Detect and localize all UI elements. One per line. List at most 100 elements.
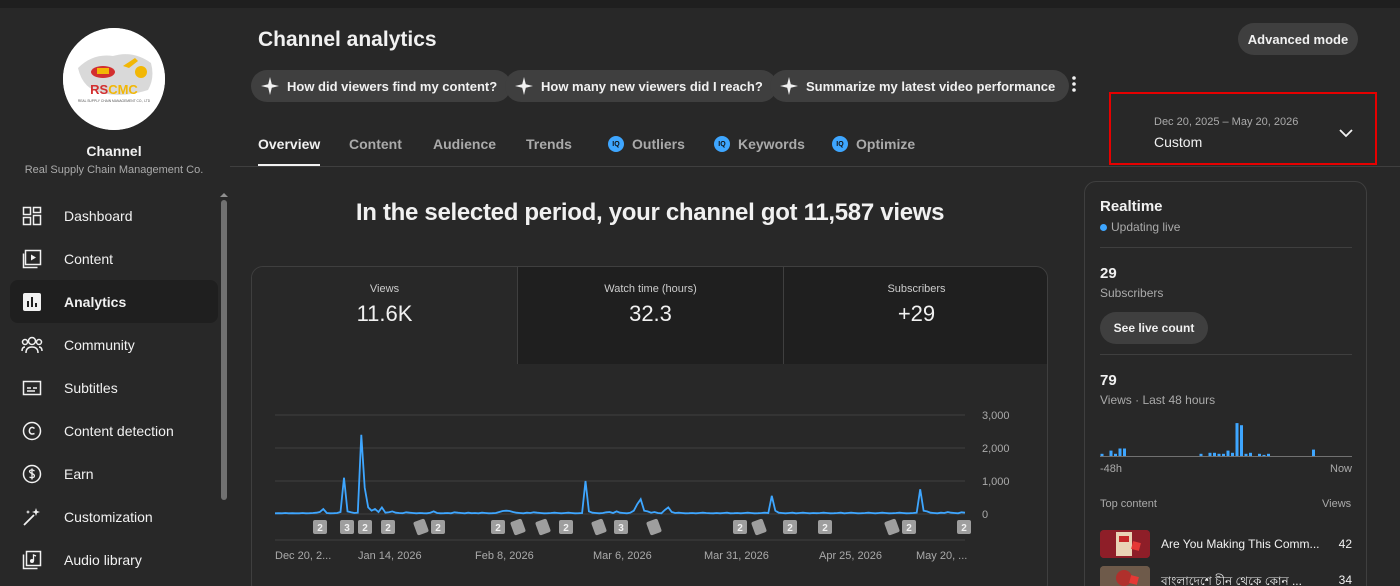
video-views: 42	[1338, 537, 1352, 551]
x-tick-label: May 20, ...	[916, 550, 967, 562]
tab-label: Trends	[526, 136, 572, 152]
tab-content[interactable]: Content	[349, 126, 402, 166]
x-tick-label: Mar 31, 2026	[704, 550, 769, 562]
live-dot-icon	[1100, 223, 1107, 231]
realtime-bar	[1249, 452, 1252, 457]
upload-count-marker	[902, 520, 916, 534]
metric-subscribers[interactable]: Subscribers +29	[783, 267, 1047, 364]
marker-count-label: 2	[737, 523, 743, 534]
realtime-bar	[1226, 450, 1230, 457]
shorts-marker-icon	[751, 518, 767, 536]
channel-logo: RSCMC REAL SUPPLY CHAIN MANAGEMENT CO., …	[63, 28, 165, 130]
sidebar-item-content-detection[interactable]: Content detection	[10, 409, 218, 452]
sidebar-item-community[interactable]: Community	[10, 323, 218, 366]
x-tick-label: Apr 25, 2026	[819, 550, 882, 562]
chip-label: How did viewers find my content?	[287, 78, 498, 94]
realtime-bar	[1213, 452, 1216, 457]
channel-avatar[interactable]: RSCMC REAL SUPPLY CHAIN MANAGEMENT CO., …	[63, 28, 165, 130]
marker-count-label: 2	[961, 523, 967, 534]
more-vert-icon[interactable]	[1068, 73, 1080, 97]
top-content-row[interactable]: বাংলাদেশে চীন থেকে কোন ... 34	[1100, 566, 1352, 586]
y-tick-label: 1,000	[982, 476, 1010, 488]
sidebar-item-analytics[interactable]: Analytics	[10, 280, 218, 323]
sidebar-item-dashboard[interactable]: Dashboard	[10, 194, 218, 237]
sidebar-scrollbar[interactable]	[221, 200, 227, 500]
music-note-icon	[20, 548, 44, 572]
tab-label: Overview	[258, 136, 321, 152]
realtime-subscribers-label: Subscribers	[1100, 286, 1164, 300]
sidebar-item-earn[interactable]: Earn	[10, 452, 218, 495]
ask-chip-summarize[interactable]: Summarize my latest video performance	[770, 70, 1070, 102]
date-range-label: Custom	[1154, 134, 1203, 150]
axis-end-label: Now	[1330, 463, 1353, 475]
upload-count-marker	[313, 520, 327, 534]
views-column-heading: Views	[1322, 498, 1352, 510]
sidebar-item-label: Audio library	[64, 551, 142, 568]
tab-label: Audience	[433, 136, 497, 152]
tab-trends[interactable]: Trends	[526, 126, 572, 166]
advanced-mode-button[interactable]: Advanced mode	[1238, 23, 1358, 55]
video-views: 34	[1338, 573, 1352, 586]
tab-keywords[interactable]: IQ Keywords	[714, 126, 805, 166]
metric-label: Watch time (hours)	[604, 283, 697, 295]
metric-watch-time[interactable]: Watch time (hours) 32.3	[517, 267, 783, 364]
sidebar-item-subtitles[interactable]: Subtitles	[10, 366, 218, 409]
sidebar-item-content[interactable]: Content	[10, 237, 218, 280]
sidebar-item-customization[interactable]: Customization	[10, 495, 218, 538]
content-icon	[20, 247, 44, 271]
realtime-bar	[1217, 453, 1221, 457]
views-series-line	[274, 434, 966, 515]
see-live-count-button[interactable]: See live count	[1100, 312, 1208, 344]
sidebar-item-label: Subtitles	[64, 379, 118, 396]
scroll-up-arrow[interactable]	[220, 193, 228, 197]
top-content-row[interactable]: Are You Making This Comm... 42	[1100, 530, 1352, 560]
marker-count-label: 2	[822, 523, 828, 534]
tab-label: Content	[349, 136, 402, 152]
tab-optimize[interactable]: IQ Optimize	[832, 126, 915, 166]
realtime-bar	[1262, 454, 1266, 457]
sparkle-icon	[515, 77, 533, 95]
date-range-text: Dec 20, 2025 – May 20, 2026	[1154, 116, 1299, 128]
upload-count-marker	[358, 520, 372, 534]
y-tick-label: 2,000	[982, 443, 1010, 455]
ask-chip-new-viewers[interactable]: How many new viewers did I reach?	[505, 70, 777, 102]
realtime-bar	[1267, 453, 1270, 457]
shorts-marker-icon	[535, 518, 551, 536]
tab-outliers[interactable]: IQ Outliers	[608, 126, 685, 166]
top-strip	[0, 0, 1400, 8]
date-range-picker[interactable]: Dec 20, 2025 – May 20, 2026 Custom	[1109, 92, 1377, 165]
tab-overview[interactable]: Overview	[258, 126, 321, 166]
marker-count-label: 2	[563, 523, 569, 534]
community-icon	[20, 333, 44, 357]
marker-count-label: 3	[618, 523, 624, 534]
divider	[1100, 354, 1352, 355]
chip-label: How many new viewers did I reach?	[541, 78, 763, 94]
realtime-views-label: Views · Last 48 hours	[1100, 393, 1216, 407]
realtime-card: Realtime Updating live 29 Subscribers Se…	[1084, 181, 1367, 586]
marker-count-label: 2	[906, 523, 912, 534]
realtime-subscribers-count: 29	[1100, 265, 1117, 282]
shorts-marker-icon	[510, 518, 526, 536]
sidebar-item-audio-library[interactable]: Audio library	[10, 538, 218, 581]
sidebar-item-label: Dashboard	[64, 207, 133, 224]
magic-wand-icon	[20, 505, 44, 529]
tab-divider	[230, 166, 1400, 167]
x-tick-label: Mar 6, 2026	[593, 550, 652, 562]
ask-chip-traffic[interactable]: How did viewers find my content?	[251, 70, 512, 102]
realtime-title: Realtime	[1100, 198, 1163, 215]
subtitles-icon	[20, 376, 44, 400]
metric-views[interactable]: Views 11.6K	[252, 267, 517, 364]
channel-title: Channel	[86, 143, 142, 159]
realtime-bar	[1231, 452, 1234, 457]
upload-count-marker	[559, 520, 573, 534]
chevron-down-icon	[1339, 129, 1353, 138]
realtime-status-text: Updating live	[1111, 220, 1181, 234]
metric-label: Subscribers	[887, 283, 946, 295]
shorts-marker-icon	[884, 518, 900, 536]
tab-audience[interactable]: Audience	[433, 126, 496, 166]
upload-count-marker	[431, 520, 445, 534]
realtime-bar	[1258, 453, 1261, 457]
metric-value: 32.3	[629, 301, 672, 326]
svg-text:RSCMC: RSCMC	[90, 82, 138, 97]
page-title: Channel analytics	[258, 28, 437, 51]
